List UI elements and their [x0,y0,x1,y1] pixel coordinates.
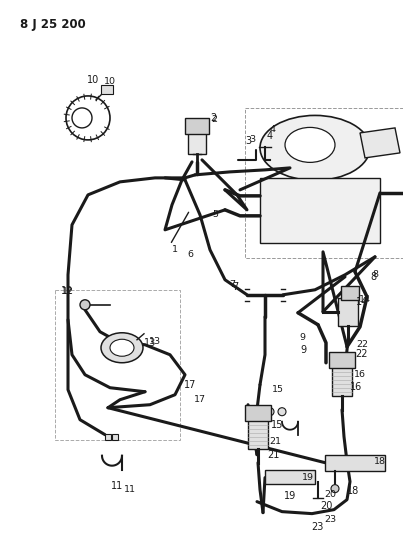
Text: 2: 2 [211,116,217,124]
Text: 21: 21 [269,437,281,446]
Bar [112,434,118,440]
Text: 15: 15 [271,419,283,430]
Bar [341,286,359,300]
Text: 10: 10 [87,75,99,85]
Text: 6: 6 [187,251,193,260]
Ellipse shape [285,127,335,163]
Text: 11: 11 [111,481,123,491]
Text: 2: 2 [210,113,216,123]
Circle shape [331,484,339,492]
Bar [245,405,271,421]
Polygon shape [360,128,400,158]
Text: 16: 16 [354,370,366,379]
Text: 9: 9 [300,345,306,355]
Text: 3: 3 [245,136,251,146]
Text: 11: 11 [124,485,136,494]
Text: 8: 8 [370,272,376,282]
Circle shape [278,408,286,416]
Bar [329,352,355,368]
Text: 1: 1 [172,245,178,254]
Bar [338,298,358,326]
Text: 10: 10 [104,77,116,86]
Text: 21: 21 [267,450,279,459]
Text: 14: 14 [356,297,368,307]
Text: 17: 17 [194,395,206,404]
Text: 7: 7 [229,280,235,289]
Text: 9: 9 [299,333,305,342]
Bar [101,85,113,94]
Polygon shape [260,178,380,243]
Bar [188,132,206,154]
Text: 20: 20 [324,490,336,499]
Text: 12: 12 [62,287,74,296]
Bar [245,108,403,258]
Bar [185,118,209,134]
Ellipse shape [110,340,134,356]
Text: 8: 8 [372,270,378,279]
Bar [55,290,180,440]
Ellipse shape [260,116,370,180]
Text: 16: 16 [350,382,362,392]
Text: 22: 22 [356,349,368,359]
Text: 23: 23 [324,515,336,524]
Text: 4: 4 [269,125,275,134]
Text: 3: 3 [249,135,255,144]
Text: 13: 13 [144,338,156,348]
Text: 8 J 25 200: 8 J 25 200 [20,18,86,31]
Bar [105,434,111,440]
Bar [325,455,385,471]
Text: 22: 22 [356,340,368,349]
Text: 23: 23 [311,522,323,531]
Ellipse shape [101,333,143,363]
Text: 15: 15 [272,385,284,394]
Circle shape [80,300,90,310]
Bar [248,419,268,449]
Text: 7: 7 [232,282,238,292]
Text: 20: 20 [320,500,332,511]
Circle shape [266,408,274,416]
Text: 19: 19 [284,491,296,500]
Text: 4: 4 [267,131,273,141]
Text: 19: 19 [302,473,314,482]
Text: 5: 5 [212,211,218,220]
Text: 14: 14 [359,295,371,304]
Bar [265,470,315,483]
Text: 12: 12 [61,286,73,296]
Text: 17: 17 [184,379,196,390]
Bar [332,366,352,395]
Text: 18: 18 [374,457,386,466]
Text: 13: 13 [149,337,161,346]
Text: 18: 18 [347,486,359,496]
